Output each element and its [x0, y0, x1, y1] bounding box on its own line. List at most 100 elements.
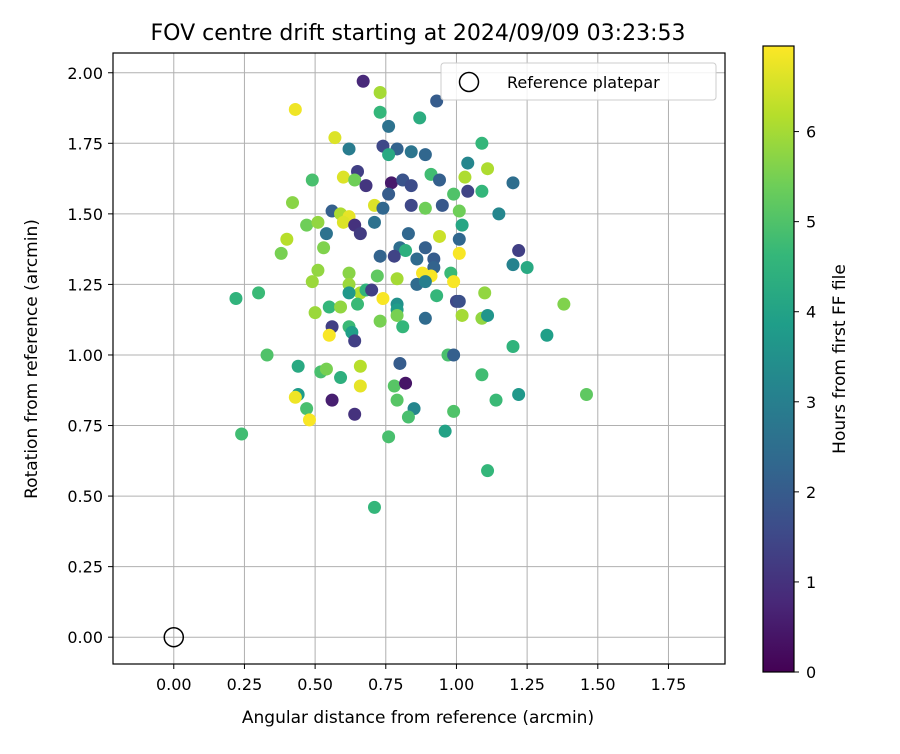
legend-box	[440, 62, 717, 101]
data-point	[373, 105, 387, 119]
data-point	[280, 232, 294, 246]
data-point	[418, 241, 432, 255]
y-tick-label: 1.75	[67, 134, 103, 153]
data-point	[579, 387, 593, 401]
data-point	[455, 308, 469, 322]
data-point	[311, 215, 325, 229]
legend-label: Reference platepar	[507, 73, 660, 92]
data-point	[353, 379, 367, 393]
data-point	[506, 340, 520, 354]
data-point	[336, 170, 350, 184]
data-point	[356, 74, 370, 88]
data-point	[452, 246, 466, 260]
data-point	[390, 308, 404, 322]
y-tick-label: 0.00	[67, 628, 103, 647]
data-point	[481, 308, 495, 322]
y-tick-label: 1.50	[67, 205, 103, 224]
data-point	[342, 266, 356, 280]
x-tick-label: 1.50	[580, 675, 616, 694]
data-point	[430, 289, 444, 303]
data-point	[435, 198, 449, 212]
data-point	[252, 286, 266, 300]
colorbar-tick-label: 0	[806, 663, 816, 682]
y-tick-label: 1.25	[67, 275, 103, 294]
data-point	[506, 176, 520, 190]
data-point	[235, 427, 249, 441]
data-point	[452, 232, 466, 246]
colorbar: 0 1 2 3 4 5 6 Hours from first FF file	[762, 45, 850, 682]
axes: 0.00 0.25 0.50 0.75 1.00 1.25 1.50 1.75 0.00 0.25…	[67, 52, 726, 694]
data-point	[319, 227, 333, 241]
legend-marker	[458, 71, 480, 93]
data-point	[418, 311, 432, 325]
data-point	[401, 410, 415, 424]
x-tick-label: 0.25	[227, 675, 263, 694]
data-point	[373, 249, 387, 263]
data-point	[348, 173, 362, 187]
data-point	[390, 393, 404, 407]
data-point	[458, 170, 472, 184]
colorbar-tick-label: 5	[806, 213, 816, 232]
plot-frame	[112, 52, 726, 665]
data-point	[370, 269, 384, 283]
data-point	[447, 348, 461, 362]
data-point	[382, 430, 396, 444]
data-point	[325, 393, 339, 407]
data-point	[461, 156, 475, 170]
data-point	[452, 204, 466, 218]
data-point	[302, 413, 316, 427]
data-point	[432, 229, 446, 243]
data-point	[447, 404, 461, 418]
data-point	[387, 379, 401, 393]
data-point	[404, 145, 418, 159]
data-point	[365, 283, 379, 297]
data-point	[475, 184, 489, 198]
data-point	[317, 241, 331, 255]
data-point	[540, 328, 554, 342]
data-point	[300, 218, 314, 232]
data-point	[373, 314, 387, 328]
data-point	[376, 201, 390, 215]
data-point	[455, 218, 469, 232]
data-point	[322, 300, 336, 314]
data-point	[305, 275, 319, 289]
y-tick-label: 1.00	[67, 346, 103, 365]
data-point	[438, 424, 452, 438]
y-tick-label: 0.75	[67, 417, 103, 436]
data-point	[418, 201, 432, 215]
data-point	[319, 362, 333, 376]
data-point	[492, 207, 506, 221]
data-point	[348, 334, 362, 348]
data-point	[393, 356, 407, 370]
data-point	[382, 119, 396, 133]
data-point	[382, 187, 396, 201]
data-point	[348, 407, 362, 421]
data-point	[376, 292, 390, 306]
colorbar-tick-label: 4	[806, 303, 816, 322]
data-point	[512, 244, 526, 258]
data-point	[373, 86, 387, 100]
data-point	[418, 148, 432, 162]
data-point	[557, 297, 571, 311]
data-point	[399, 244, 413, 258]
data-point	[353, 359, 367, 373]
data-point	[286, 196, 300, 210]
data-point	[334, 300, 348, 314]
data-point	[367, 500, 381, 514]
data-point	[404, 198, 418, 212]
legend: Reference platepar	[440, 62, 717, 101]
x-axis-label: Angular distance from reference (arcmin)	[242, 708, 594, 728]
data-point	[328, 131, 342, 145]
x-tick-label: 0.75	[368, 675, 404, 694]
data-point	[520, 260, 534, 274]
x-tick-label: 1.00	[439, 675, 475, 694]
data-point	[353, 227, 367, 241]
data-point	[305, 173, 319, 187]
data-point	[447, 275, 461, 289]
colorbar-label: Hours from first FF file	[830, 264, 850, 454]
data-point	[399, 376, 413, 390]
data-point	[334, 371, 348, 385]
data-point	[382, 148, 396, 162]
